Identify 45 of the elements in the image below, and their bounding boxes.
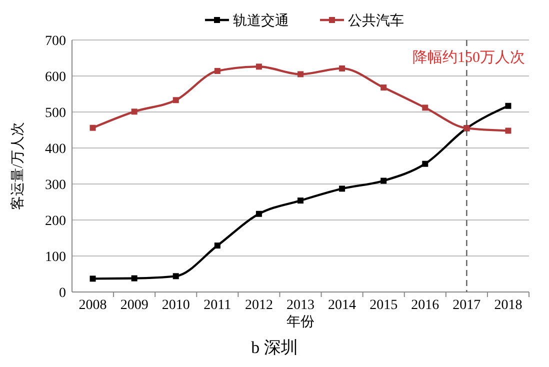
point bbox=[422, 104, 428, 111]
point bbox=[131, 108, 138, 115]
y-tick-label: 600 bbox=[45, 70, 66, 85]
point bbox=[422, 160, 428, 167]
point bbox=[256, 64, 262, 70]
x-tick-label: 2012 bbox=[244, 298, 273, 313]
y-tick-label: 100 bbox=[45, 250, 66, 265]
point bbox=[214, 68, 220, 74]
y-axis-title: 客运量/万人次 bbox=[10, 122, 26, 210]
point bbox=[131, 275, 138, 282]
y-tick-label: 500 bbox=[45, 106, 66, 121]
legend-label: 轨道交通 bbox=[233, 12, 289, 29]
x-axis-title: 年份 bbox=[286, 314, 314, 330]
point bbox=[90, 276, 96, 282]
y-tick-label: 0 bbox=[59, 286, 66, 301]
point bbox=[339, 65, 346, 72]
x-tick-label: 2009 bbox=[120, 298, 148, 313]
point bbox=[339, 186, 346, 192]
x-tick-label: 2008 bbox=[78, 298, 107, 313]
point bbox=[380, 178, 387, 184]
y-tick-label: 700 bbox=[45, 34, 66, 49]
y-tick-label: 300 bbox=[45, 178, 66, 193]
point bbox=[214, 242, 220, 249]
x-tick-label: 2010 bbox=[162, 298, 190, 313]
point bbox=[90, 124, 96, 131]
ref-line-label: 降幅约150万人次 bbox=[412, 49, 525, 66]
y-tick-label: 400 bbox=[45, 142, 66, 157]
x-tick-label: 2013 bbox=[286, 298, 314, 313]
point bbox=[505, 102, 512, 109]
point bbox=[298, 198, 304, 204]
x-tick-label: 2014 bbox=[328, 298, 356, 313]
x-tick-label: 2016 bbox=[411, 298, 440, 313]
y-tick-label: 200 bbox=[45, 214, 66, 229]
x-tick-label: 2011 bbox=[204, 298, 232, 313]
x-tick-label: 2015 bbox=[370, 298, 398, 313]
point bbox=[172, 273, 179, 280]
x-tick-label: 2017 bbox=[452, 298, 481, 313]
x-tick-label: 2018 bbox=[494, 298, 522, 313]
point bbox=[298, 71, 304, 78]
point bbox=[505, 128, 512, 134]
point bbox=[380, 84, 387, 91]
point bbox=[172, 97, 179, 104]
legend-label: 公共汽车 bbox=[348, 12, 404, 29]
text: b 深圳 bbox=[251, 338, 298, 357]
point bbox=[256, 210, 262, 217]
